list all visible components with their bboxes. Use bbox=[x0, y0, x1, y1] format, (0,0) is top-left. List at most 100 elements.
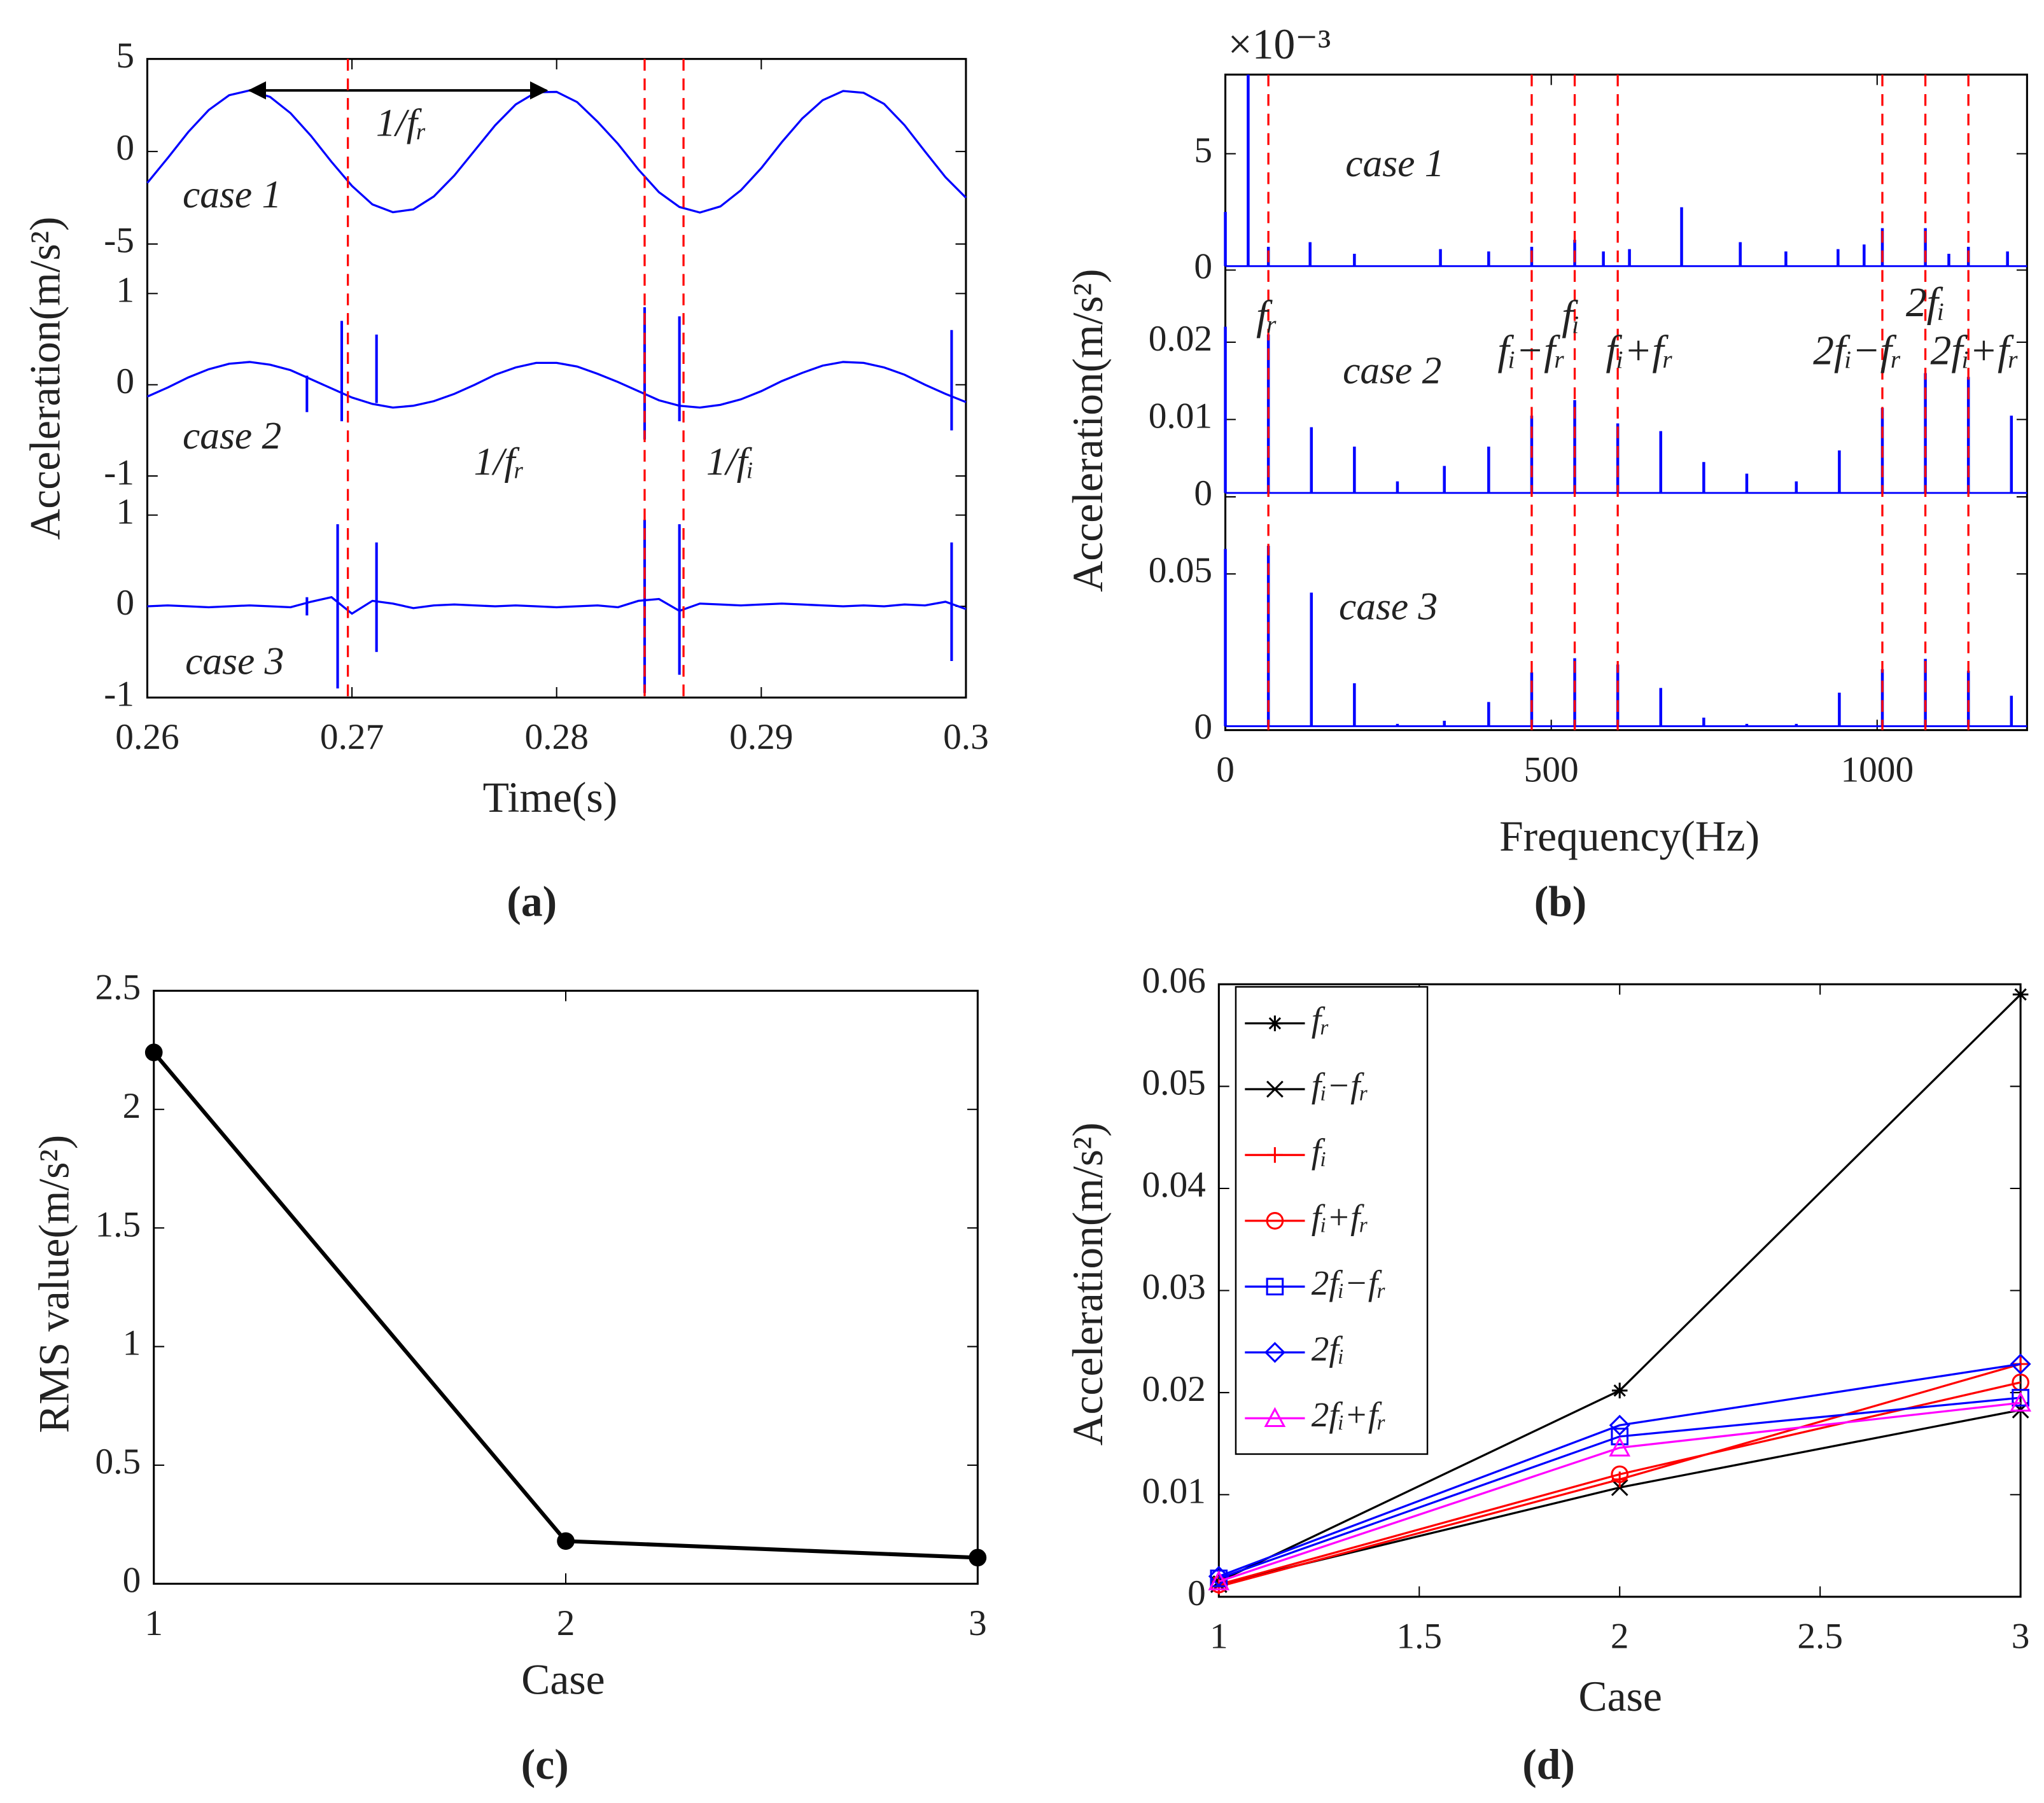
x-axis-label: Frequency(Hz) bbox=[1499, 812, 1760, 860]
legend-label: 2fᵢ+fᵣ bbox=[1312, 1395, 1387, 1434]
y-tick-label: 1 bbox=[116, 270, 134, 310]
legend-label: fᵢ−fᵣ bbox=[1312, 1066, 1369, 1105]
y-tick-label: 0.04 bbox=[1142, 1165, 1205, 1205]
marker bbox=[2010, 1353, 2031, 1375]
marker bbox=[557, 1532, 575, 1550]
y-tick-label: 0.03 bbox=[1142, 1267, 1205, 1307]
y-tick-label: 1.5 bbox=[95, 1204, 141, 1244]
marker bbox=[2010, 1391, 2032, 1412]
y-axis-label: RMS value(m/s²) bbox=[31, 1135, 78, 1433]
x-tick-label: 0.28 bbox=[525, 717, 589, 757]
x-axis-label: Time(s) bbox=[483, 774, 618, 821]
marker bbox=[1611, 1465, 1629, 1484]
marker bbox=[1266, 1080, 1284, 1098]
y-tick-label: 0.06 bbox=[1142, 961, 1205, 1001]
y-tick-label: 0.01 bbox=[1149, 396, 1212, 436]
panel-label: (b) bbox=[1534, 878, 1587, 926]
harmonic-label: fᵢ−fᵣ bbox=[1497, 328, 1565, 374]
axis-exponent: ×10⁻³ bbox=[1228, 20, 1331, 68]
marker bbox=[969, 1549, 987, 1567]
y-tick-label: -5 bbox=[104, 221, 134, 261]
y-tick-label: 5 bbox=[116, 36, 134, 76]
y-tick-label: 5 bbox=[1194, 130, 1212, 171]
legend-label: fᵢ bbox=[1312, 1132, 1327, 1171]
harmonic-label: fᵣ bbox=[1256, 293, 1278, 338]
y-tick-label: 0.02 bbox=[1149, 319, 1212, 359]
marker bbox=[144, 1043, 163, 1062]
case-label: case 3 bbox=[1339, 585, 1438, 628]
marker bbox=[1264, 1407, 1286, 1428]
y-axis-label: Acceleration(m/s²) bbox=[1064, 268, 1112, 592]
y-tick-label: -1 bbox=[104, 674, 134, 714]
annotation: 1/fᵣ bbox=[376, 101, 427, 144]
x-tick-label: 1 bbox=[144, 1603, 163, 1643]
harmonic-label: fᵢ bbox=[1562, 293, 1580, 338]
harmonic-label: 2fᵢ bbox=[1906, 280, 1945, 326]
marker bbox=[2012, 1389, 2029, 1407]
x-tick-label: 0.29 bbox=[729, 717, 793, 757]
series-line bbox=[1218, 1381, 2021, 1586]
x-tick-label: 2.5 bbox=[1797, 1617, 1843, 1657]
y-tick-label: 0 bbox=[123, 1561, 141, 1601]
x-tick-label: 1000 bbox=[1840, 749, 1914, 790]
case-label: case 1 bbox=[1345, 142, 1444, 185]
case-label: case 2 bbox=[183, 414, 281, 457]
harmonic-label: 2fᵢ+fᵣ bbox=[1930, 328, 2019, 374]
harmonic-label: 2fᵢ−fᵣ bbox=[1813, 328, 1902, 374]
y-tick-label: 0.02 bbox=[1142, 1369, 1205, 1409]
y-tick-label: 0.01 bbox=[1142, 1472, 1205, 1512]
series-line bbox=[1218, 1363, 2021, 1578]
y-tick-label: 1 bbox=[116, 492, 134, 532]
y-tick-label: 2.5 bbox=[95, 967, 141, 1007]
y-tick-label: 0 bbox=[1194, 247, 1212, 287]
series-line bbox=[1218, 1396, 2021, 1580]
y-tick-label: 0.05 bbox=[1149, 550, 1212, 590]
case-label: case 2 bbox=[1343, 349, 1441, 393]
legend-label: fᵢ+fᵣ bbox=[1312, 1198, 1369, 1237]
x-tick-label: 0.3 bbox=[943, 717, 989, 757]
y-tick-label: 0 bbox=[116, 583, 134, 623]
marker bbox=[2012, 986, 2029, 1003]
x-tick-label: 3 bbox=[969, 1603, 987, 1643]
panel-label: (c) bbox=[521, 1741, 569, 1788]
marker bbox=[1611, 1382, 1628, 1399]
y-tick-label: 0 bbox=[116, 361, 134, 401]
harmonic-label: fᵢ+fᵣ bbox=[1606, 328, 1674, 374]
x-tick-label: 0.27 bbox=[320, 717, 384, 757]
x-tick-label: 1 bbox=[1210, 1617, 1228, 1657]
signal-line bbox=[147, 595, 967, 615]
marker bbox=[1208, 1566, 1229, 1587]
y-axis-label: Acceleration(m/s²) bbox=[21, 216, 69, 540]
y-tick-label: 1 bbox=[123, 1323, 141, 1363]
marker bbox=[1208, 1570, 1230, 1591]
marker bbox=[1611, 1479, 1628, 1496]
y-axis-label: Acceleration(m/s²) bbox=[1064, 1122, 1112, 1445]
marker bbox=[1264, 1342, 1285, 1363]
marker bbox=[1266, 1277, 1284, 1296]
y-tick-label: 2 bbox=[123, 1086, 141, 1126]
series-line bbox=[1218, 1402, 2021, 1583]
legend-label: fᵣ bbox=[1312, 1000, 1330, 1039]
y-tick-label: -1 bbox=[104, 452, 134, 492]
marker bbox=[1611, 1428, 1629, 1445]
legend-label: 2fᵢ bbox=[1312, 1329, 1345, 1368]
y-tick-label: 0.05 bbox=[1142, 1063, 1205, 1103]
y-tick-label: 0 bbox=[1187, 1573, 1206, 1613]
y-tick-label: 0 bbox=[116, 128, 134, 168]
signal-line bbox=[146, 361, 967, 409]
signal-line bbox=[146, 89, 967, 214]
panel-label: (a) bbox=[507, 878, 557, 926]
y-tick-label: 0 bbox=[1194, 473, 1212, 513]
marker bbox=[1609, 1414, 1630, 1436]
x-tick-label: 500 bbox=[1524, 749, 1579, 790]
marker bbox=[1266, 1212, 1284, 1230]
x-tick-label: 0 bbox=[1216, 749, 1235, 790]
x-tick-label: 3 bbox=[2012, 1617, 2030, 1657]
marker bbox=[1609, 1436, 1631, 1457]
y-tick-label: 0.5 bbox=[95, 1442, 141, 1482]
case-label: case 3 bbox=[185, 639, 284, 683]
marker bbox=[1267, 1015, 1283, 1031]
x-tick-label: 2 bbox=[557, 1603, 575, 1643]
